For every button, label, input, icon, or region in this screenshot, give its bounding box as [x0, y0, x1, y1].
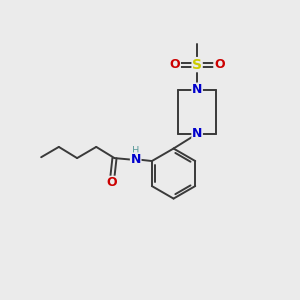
- Text: H: H: [132, 146, 140, 156]
- Text: N: N: [192, 83, 202, 96]
- Text: O: O: [214, 58, 224, 71]
- Text: N: N: [192, 127, 202, 140]
- Text: O: O: [170, 58, 180, 71]
- Text: O: O: [107, 176, 117, 189]
- Text: N: N: [130, 153, 141, 166]
- Text: S: S: [192, 58, 202, 72]
